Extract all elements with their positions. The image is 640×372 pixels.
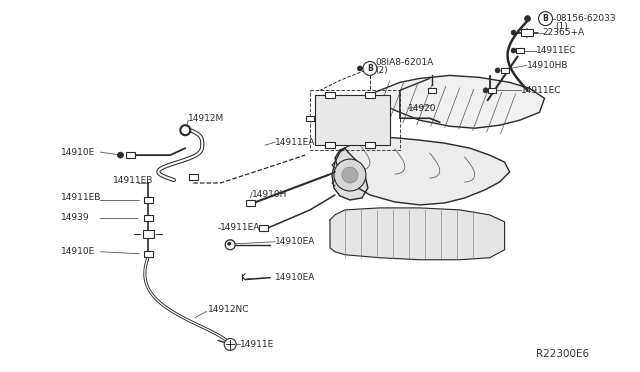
Bar <box>500 68 509 73</box>
Polygon shape <box>332 148 368 200</box>
Text: R22300E6: R22300E6 <box>536 349 589 359</box>
Text: 08IA8-6201A: 08IA8-6201A <box>375 58 433 67</box>
Bar <box>246 200 255 206</box>
Bar <box>428 88 436 93</box>
Circle shape <box>525 16 531 22</box>
Circle shape <box>483 88 488 93</box>
Text: B: B <box>367 64 372 73</box>
Text: B: B <box>543 14 548 23</box>
Text: 14912M: 14912M <box>188 114 225 123</box>
Bar <box>144 251 153 257</box>
Bar <box>144 197 153 203</box>
Circle shape <box>342 167 358 183</box>
Bar <box>488 88 495 93</box>
Text: 14910E: 14910E <box>61 247 95 256</box>
Polygon shape <box>335 137 509 205</box>
Bar <box>365 142 375 148</box>
Circle shape <box>495 68 500 73</box>
Circle shape <box>118 152 124 158</box>
Polygon shape <box>330 208 504 260</box>
Text: 14911EC: 14911EC <box>520 86 561 95</box>
Polygon shape <box>315 95 390 145</box>
Text: 14911EC: 14911EC <box>536 46 576 55</box>
Circle shape <box>538 12 552 26</box>
Polygon shape <box>370 76 545 128</box>
Text: 14912NC: 14912NC <box>208 305 250 314</box>
Text: 22365+A: 22365+A <box>543 28 585 37</box>
Text: 14910H: 14910H <box>252 190 287 199</box>
Bar <box>259 225 268 231</box>
Text: 14911EB: 14911EB <box>113 176 154 185</box>
Text: 14910EA: 14910EA <box>275 237 316 246</box>
Circle shape <box>228 242 230 245</box>
Text: 14920: 14920 <box>408 104 436 113</box>
Text: 14910EA: 14910EA <box>275 273 316 282</box>
Circle shape <box>224 339 236 350</box>
Circle shape <box>511 48 516 53</box>
Text: 14910HB: 14910HB <box>527 61 568 70</box>
Bar <box>520 29 532 36</box>
Bar <box>325 92 335 98</box>
Circle shape <box>180 125 190 135</box>
Text: (2): (2) <box>375 66 387 75</box>
Bar <box>126 152 135 158</box>
Bar <box>325 142 335 148</box>
Circle shape <box>511 30 516 35</box>
Circle shape <box>357 66 362 71</box>
Circle shape <box>225 240 235 250</box>
Bar <box>516 48 524 53</box>
Text: 14911EA: 14911EA <box>275 138 316 147</box>
Circle shape <box>334 159 366 191</box>
Text: 14911EB: 14911EB <box>61 193 101 202</box>
Bar <box>143 230 154 238</box>
Circle shape <box>363 61 377 76</box>
Bar <box>189 174 198 180</box>
Text: (1): (1) <box>556 22 568 31</box>
Text: 14911E: 14911E <box>240 340 275 349</box>
Text: 14939: 14939 <box>61 214 89 222</box>
Bar <box>144 215 153 221</box>
Text: 14911EA: 14911EA <box>220 223 260 232</box>
Bar <box>365 92 375 98</box>
Bar <box>306 116 314 121</box>
Text: 08156-62033: 08156-62033 <box>556 14 616 23</box>
Text: 14910E: 14910E <box>61 148 95 157</box>
